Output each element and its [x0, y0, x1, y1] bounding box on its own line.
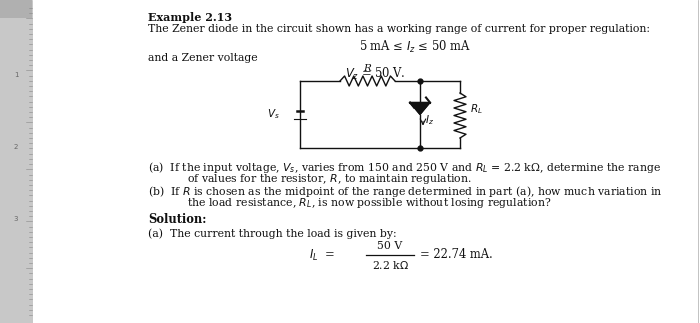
- Text: $V_z$ = 50 V.: $V_z$ = 50 V.: [344, 66, 405, 82]
- Text: 2: 2: [14, 144, 18, 150]
- Bar: [0, 0, 32, 323]
- Text: R: R: [363, 64, 372, 73]
- Text: (a)  If the input voltage, $V_s$, varies from 150 and 250 V and $R_L$ = 2.2 kΩ, : (a) If the input voltage, $V_s$, varies …: [148, 160, 661, 175]
- Text: The Zener diode in the circuit shown has a working range of current for proper r: The Zener diode in the circuit shown has…: [148, 24, 650, 34]
- Text: 3: 3: [14, 216, 18, 222]
- Text: $R_L$: $R_L$: [470, 103, 483, 116]
- Text: $I_L$  =: $I_L$ =: [309, 247, 335, 263]
- Text: Example 2.13: Example 2.13: [148, 12, 232, 23]
- Text: 1: 1: [14, 72, 18, 78]
- Text: and a Zener voltage: and a Zener voltage: [148, 53, 258, 63]
- Text: the load resistance, $R_L$, is now possible without losing regulation?: the load resistance, $R_L$, is now possi…: [163, 196, 552, 210]
- Text: $I_z$: $I_z$: [425, 114, 434, 127]
- Text: 50 V: 50 V: [377, 241, 402, 251]
- Text: $V_s$: $V_s$: [267, 108, 280, 121]
- Text: = 22.74 mA.: = 22.74 mA.: [420, 248, 493, 262]
- Text: 2.2 k$\Omega$: 2.2 k$\Omega$: [372, 259, 409, 271]
- Polygon shape: [410, 102, 430, 114]
- Text: (b)  If $R$ is chosen as the midpoint of the range determined in part (a), how m: (b) If $R$ is chosen as the midpoint of …: [148, 184, 662, 199]
- Bar: [0, 0, 32, 18]
- Text: of values for the resistor, $R$, to maintain regulation.: of values for the resistor, $R$, to main…: [163, 172, 472, 186]
- Text: 5 mA ≤ $I_z$ ≤ 50 mA: 5 mA ≤ $I_z$ ≤ 50 mA: [359, 39, 471, 55]
- Text: Solution:: Solution:: [148, 213, 206, 226]
- Text: (a)  The current through the load is given by:: (a) The current through the load is give…: [148, 228, 397, 239]
